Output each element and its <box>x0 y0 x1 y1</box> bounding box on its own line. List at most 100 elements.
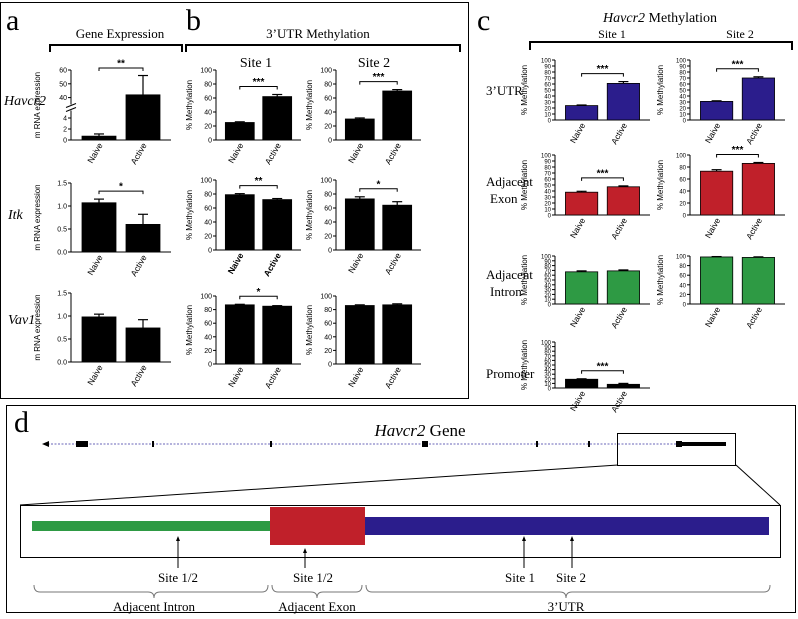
y-tick-label: 50 <box>679 89 686 95</box>
y-tick-label: 60 <box>679 274 686 280</box>
y-tick-label: 20 <box>204 234 212 241</box>
x-tick-label: Naive <box>568 305 588 329</box>
axis-break-mark <box>65 103 77 108</box>
significance-stars: * <box>119 182 123 193</box>
row-label-exon-1: Adjacent <box>486 174 533 189</box>
y-tick-label: 90 <box>544 160 551 166</box>
axis-break-mark <box>65 107 77 112</box>
bar <box>606 383 640 389</box>
y-axis-label: % Methylation <box>185 190 194 240</box>
x-tick-label: Naive <box>85 141 105 165</box>
y-tick-label: 100 <box>320 294 332 301</box>
significance-bracket <box>98 67 144 71</box>
bar <box>262 199 293 251</box>
row-label-intron-2: Intron <box>490 284 522 299</box>
y-tick-label: 20 <box>544 293 551 299</box>
y-tick-label: 10 <box>544 382 551 388</box>
y-tick-label: 4 <box>63 116 67 123</box>
y-tick-label: 40 <box>544 95 551 101</box>
y-tick-label: 0 <box>548 214 552 220</box>
y-tick-label: 40 <box>544 283 551 289</box>
significance-stars: *** <box>732 59 744 70</box>
bar <box>700 256 734 305</box>
bar <box>700 170 734 216</box>
x-tick-label: Active <box>383 251 403 276</box>
y-tick-label: 100 <box>200 294 212 301</box>
y-tick-label: 90 <box>544 65 551 71</box>
gene-exon-block <box>536 441 538 447</box>
x-tick-label: Naive <box>703 216 723 240</box>
y-tick-label: 40 <box>324 220 332 227</box>
y-tick-label: 40 <box>204 220 212 227</box>
bar <box>565 271 599 305</box>
y-tick-label: 40 <box>679 95 686 101</box>
gene-track <box>19 433 781 558</box>
y-tick-label: 100 <box>200 68 212 75</box>
y-tick-label: 80 <box>544 350 551 356</box>
y-axis-label: % Methylation <box>305 80 314 130</box>
y-tick-label: 20 <box>544 107 551 113</box>
zoom-line-left <box>19 464 619 506</box>
x-tick-label: Active <box>383 141 403 166</box>
x-tick-label: Naive <box>226 141 246 165</box>
y-tick-label: 90 <box>544 259 551 265</box>
y-tick-label: 40 <box>204 334 212 341</box>
row-label-exon-2: Exon <box>490 191 518 206</box>
y-tick-label: 30 <box>544 196 551 202</box>
y-tick-label: 60 <box>544 83 551 89</box>
x-tick-label: Naive <box>346 141 366 165</box>
header-havcr2-rest: Methylation <box>645 11 717 26</box>
bar <box>224 122 255 141</box>
y-tick-label: 0.5 <box>57 337 67 344</box>
y-tick-label: 10 <box>544 208 551 214</box>
y-tick-label: 100 <box>320 68 332 75</box>
x-tick-label: Naive <box>346 365 366 389</box>
header-b-site2: Site 2 <box>358 56 390 71</box>
y-tick-label: 60 <box>544 178 551 184</box>
y-axis-label: m RNA expression <box>33 72 42 138</box>
chart-a3: 0.0 0.5 1.0 1.5 m RNA expression Naive Active <box>33 291 171 388</box>
y-tick-label: 20 <box>324 348 332 355</box>
site-label-utr-2: Site 2 <box>556 570 586 585</box>
region-intron-bar <box>32 521 272 531</box>
y-tick-label: 0 <box>208 362 212 369</box>
x-tick-label: Active <box>128 141 148 166</box>
y-tick-label: 60 <box>324 206 332 213</box>
chart-b31: 0 20 40 60 80 100 % Methylation Naive Active * <box>185 287 301 390</box>
y-tick-label: 80 <box>324 192 332 199</box>
y-tick-label: 0 <box>328 362 332 369</box>
gene-title-rest: Gene <box>425 421 465 440</box>
y-tick-label: 50 <box>59 81 67 88</box>
y-tick-label: 60 <box>324 321 332 328</box>
y-tick-label: 80 <box>324 82 332 89</box>
gene-exon-block <box>588 441 590 447</box>
y-tick-label: 30 <box>544 101 551 107</box>
significance-bracket <box>98 190 144 195</box>
y-tick-label: 40 <box>544 190 551 196</box>
y-tick-label: 10 <box>544 298 551 304</box>
y-tick-label: 100 <box>676 59 687 65</box>
bar <box>741 162 775 216</box>
y-tick-label: 60 <box>204 96 212 103</box>
y-tick-label: 80 <box>324 307 332 314</box>
y-tick-label: 30 <box>544 373 551 379</box>
header-havcr2-methylation: Havcr2 Methylation <box>602 11 717 26</box>
site-label-intron: Site 1/2 <box>158 570 198 585</box>
x-tick-label: Naive <box>568 389 588 413</box>
bar <box>382 304 413 365</box>
y-tick-label: 70 <box>679 77 686 83</box>
significance-bracket <box>716 154 759 158</box>
y-tick-label: 100 <box>541 255 552 261</box>
y-axis-label: % Methylation <box>305 305 314 355</box>
y-tick-label: 60 <box>204 206 212 213</box>
gene-arrow-icon <box>42 441 49 447</box>
y-tick-label: 40 <box>679 283 686 289</box>
brace-utr <box>365 584 771 599</box>
bar <box>81 316 117 363</box>
bar <box>262 305 293 365</box>
y-tick-label: 0 <box>548 119 552 125</box>
y-tick-label: 80 <box>204 307 212 314</box>
gene-exon-block <box>270 441 272 447</box>
